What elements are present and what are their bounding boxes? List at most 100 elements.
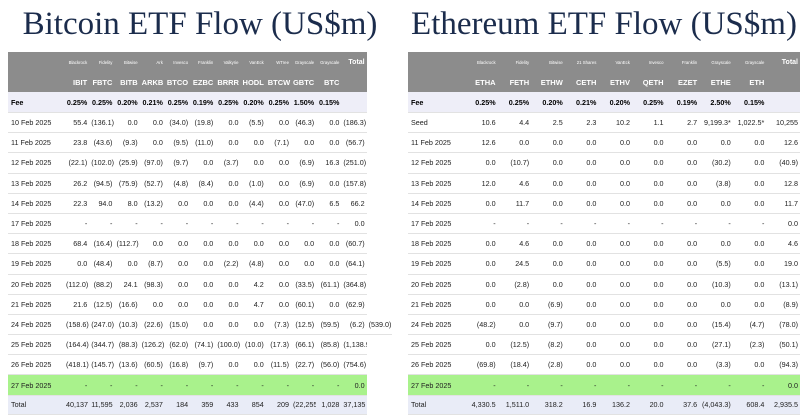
flow-cell: - [531,213,565,235]
flow-cell: (98.3) [139,274,165,295]
flow-cell: 1,022.5* [732,112,767,134]
issuer-header: VanEck [598,52,632,72]
flow-cell: - [316,374,342,396]
flow-cell: (344.7) [89,334,115,356]
total-cell: 1,511.0 [497,395,532,415]
flow-row: 18 Feb 2025 0.0 4.6 0.0 0.0 0.0 0.0 0.0 0.0 0.0 4.… [408,233,800,255]
flow-cell: 11.7 [766,193,800,214]
flow-cell: 0.0 [631,294,666,315]
flow-cell: - [564,374,599,396]
issuer-header: Franklin [190,52,216,72]
flow-row: 17 Feb 2025- - - - - - - - - - -0.0 [8,213,392,235]
flow-cell: (6.2) [341,314,367,336]
flow-cell: - [240,374,266,396]
btc-table: Blackrock Fidelity Bitwise Ark Invesco Frankl… [8,52,392,415]
row-date: 24 Feb 2025 [8,314,64,336]
fee-row: Fee 0.25% 0.25% 0.20% 0.21% 0.25% 0.19% 0.25% 0.… [8,92,392,113]
issuer-header: Invesco [164,52,191,72]
header-corner [8,72,64,92]
flow-cell: (88.2) [89,274,115,295]
fee-cell: 1.50% [290,92,317,113]
flow-cell: (22.6) [139,314,165,336]
fee-cell: 0.21% [564,92,599,113]
flow-cell: 0.0 [531,193,565,214]
flow-row: 17 Feb 2025- - - - - - - - -0.0 [408,213,800,235]
flow-cell: 0.0 [316,253,342,275]
row-date: 26 Feb 2025 [8,354,64,376]
flow-cell: (62.9) [341,294,367,315]
flow-cell: 0.0 [665,294,700,315]
flow-cell: - [699,213,733,235]
ticker-header: ETHV [598,72,632,92]
flow-cell: 0.0 [598,233,632,255]
issuer-header: Ark [139,52,165,72]
flow-cell: (47.0) [290,193,317,214]
flow-cell: (60.1) [290,294,317,315]
ticker-header [766,72,800,92]
flow-cell: 0.0 [598,334,632,356]
flow-cell: 10.2 [598,112,632,134]
flow-cell: (100.0) [215,334,241,356]
flow-cell: (9.3) [114,132,140,154]
flow-row: 10 Feb 2025 55.4 (136.1) 0.0 0.0 (34.0) (19.8)… [8,112,392,134]
flow-cell: 0.0 [665,173,700,194]
flow-cell: (4.8) [164,173,191,194]
flow-row: 19 Feb 2025 0.0 24.5 0.0 0.0 0.0 0.0 0.0 (5.5) 0.… [408,253,800,275]
flow-cell: 0.0 [114,112,140,134]
ticker-header: BRRR [215,72,241,92]
flow-row: 13 Feb 2025 12.0 4.6 0.0 0.0 0.0 0.0 0.0 (3.8) 0.… [408,173,800,194]
row-date: 14 Feb 2025 [8,193,64,214]
flow-cell: 0.0 [732,152,767,174]
flow-cell: - [665,374,700,396]
row-date: 20 Feb 2025 [8,274,64,295]
ticker-header-row: IBIT FBTC BITB ARKB BTCO EZBC BRRR HODL BTCW GBTC… [8,72,392,92]
total-row: Total 40,137 11,595 2,036 2,537 184 359 433 854 2… [8,395,392,415]
row-date: 11 Feb 2025 [408,132,464,154]
bitcoin-etf-table: Blackrock Fidelity Bitwise Ark Invesco Frankl… [8,52,392,415]
flow-cell: 16.3 [316,152,342,174]
flow-cell: (2.8) [497,274,532,295]
flow-cell: 0.0 [190,233,216,255]
ticker-header: ETH [732,72,767,92]
issuer-header: Bitwise [531,52,565,72]
flow-cell: - [215,213,241,235]
flow-cell: 0.0 [631,152,666,174]
flow-cell: 0.0 [190,274,216,295]
flow-cell: 0.0 [215,274,241,295]
flow-cell: - [139,374,165,396]
flow-cell: (3.7) [215,152,241,174]
flow-cell: (11.5) [265,354,291,376]
row-date: 13 Feb 2025 [8,173,64,194]
flow-cell: 0.0 [265,294,291,315]
fee-cell: 0.19% [190,92,216,113]
flow-cell: (33.5) [290,274,317,295]
flow-row: 25 Feb 2025 (164.4) (344.7) (88.3) (126.2) (6… [8,334,392,356]
ticker-header: BTCO [164,72,191,92]
flow-cell: (25.9) [114,152,140,174]
issuer-header: Invesco [631,52,666,72]
flow-cell: 0.0 [564,354,599,376]
flow-cell: - [89,213,115,235]
flow-cell: 22.3 [64,193,90,214]
flow-cell: 0.0 [631,354,666,376]
bitcoin-etf-title: Bitcoin ETF Flow (US$m) [22,6,378,42]
flow-cell: (4.4) [240,193,266,214]
flow-cell: 0.0 [215,233,241,255]
flow-cell: (10.3) [114,314,140,336]
flow-cell: 0.0 [631,132,666,154]
flow-cell: (85.8) [316,334,342,356]
issuer-header: Fidelity [497,52,532,72]
flow-cell: 9,199.3* [699,112,733,134]
row-date: Seed [408,112,464,134]
ticker-header: EZET [665,72,700,92]
flow-cell: - [164,374,191,396]
flow-cell: (112.0) [64,274,90,295]
ticker-header: QETH [631,72,666,92]
issuer-header: Total [766,52,800,72]
flow-cell: 0.0 [215,354,241,376]
flow-cell: 2.7 [665,112,700,134]
fee-cell [341,92,367,113]
flow-cell: (19.8) [190,112,216,134]
flow-cell: (10.3) [699,274,733,295]
flow-cell: - [89,374,115,396]
